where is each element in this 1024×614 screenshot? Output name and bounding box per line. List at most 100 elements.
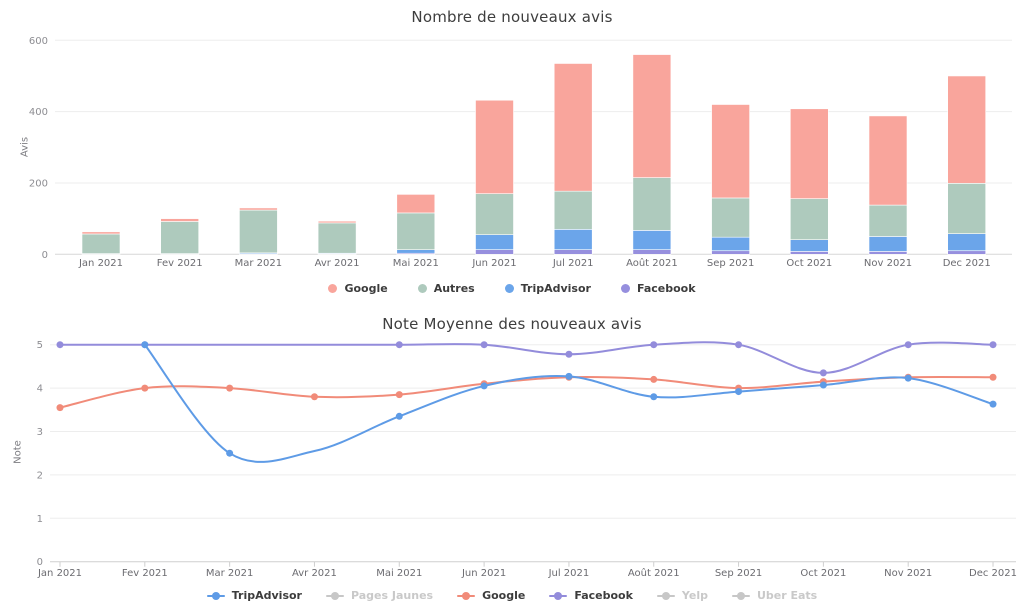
line-legend-item-pages-jaunes[interactable]: Pages Jaunes	[325, 589, 434, 602]
legend-label: Google	[482, 589, 526, 602]
data-point-tripadvisor	[735, 388, 743, 396]
legend-marker-pages-jaunes	[325, 591, 344, 600]
data-point-tripadvisor	[395, 412, 403, 420]
legend-label: Uber Eats	[756, 589, 818, 602]
data-point-tripadvisor	[904, 374, 912, 382]
bar-segment-facebook	[553, 249, 593, 255]
legend-label: Google	[344, 282, 388, 295]
line-y-tick-label: 0	[37, 557, 43, 568]
bar-segment-autres	[475, 193, 514, 235]
data-point-google	[310, 393, 318, 401]
legend-label: Yelp	[681, 589, 708, 602]
bar-x-axis-label: Fev 2021	[157, 258, 203, 269]
line-y-tick-label: 5	[37, 340, 43, 351]
legend-label: Facebook	[636, 282, 696, 295]
legend-marker-tripadvisor	[206, 591, 225, 600]
line-x-axis-label: Mar 2021	[206, 568, 254, 579]
bar-segment-google	[396, 194, 436, 214]
legend-label: Facebook	[574, 589, 633, 602]
bar-x-axis-label: Jun 2021	[471, 258, 516, 269]
bar-segment-google	[475, 99, 514, 194]
line-y-tick-label: 1	[37, 514, 43, 525]
legend-marker-google	[457, 591, 476, 600]
line-series-facebook	[59, 341, 995, 374]
line-x-axis-label: Dec 2021	[969, 568, 1017, 579]
legend-label: Pages Jaunes	[350, 589, 434, 602]
bar-x-axis-label: Avr 2021	[315, 258, 360, 269]
bar-segment-autres	[81, 233, 121, 254]
legend-marker-facebook	[549, 591, 568, 600]
line-y-tick-label: 2	[37, 470, 43, 481]
bar-legend-item-google[interactable]: Google	[328, 282, 388, 295]
line-legend-item-yelp[interactable]: Yelp	[656, 589, 708, 602]
line-y-tick-label: 4	[37, 384, 43, 395]
line-x-axis-label: Jan 2021	[37, 568, 82, 579]
data-point-facebook	[989, 341, 997, 349]
bar-segment-tripadvisor	[868, 236, 908, 252]
bar-segment-tripadvisor	[632, 230, 672, 250]
legend-label: TripAdvisor	[231, 589, 302, 602]
bar-segment-tripadvisor	[475, 234, 514, 250]
bar-segment-autres	[160, 221, 199, 254]
bar-y-tick-label: 200	[29, 178, 48, 189]
bar-segment-google	[711, 104, 750, 199]
bar-y-tick-label: 0	[42, 250, 48, 261]
legend-marker-uber-eats	[731, 591, 750, 600]
bar-x-axis-label: Oct 2021	[786, 258, 832, 269]
bar-segment-google	[239, 207, 278, 211]
bar-x-axis-label: Dec 2021	[943, 258, 991, 269]
data-point-facebook	[56, 341, 64, 349]
data-point-tripadvisor	[989, 400, 997, 408]
bar-segment-tripadvisor	[947, 233, 987, 252]
bar-segment-google	[868, 115, 908, 206]
bar-segment-tripadvisor	[711, 236, 750, 252]
legend-marker-tripadvisor	[504, 284, 514, 293]
bar-segment-facebook	[947, 250, 987, 255]
data-point-tripadvisor	[226, 449, 234, 457]
line-y-tick-label: 3	[37, 427, 43, 438]
bar-legend-item-tripadvisor[interactable]: TripAdvisor	[504, 282, 591, 295]
data-point-facebook	[480, 341, 488, 349]
legend-label: Autres	[433, 282, 475, 295]
line-series-google	[59, 375, 995, 409]
bar-chart-legend: Google Autres TripAdvisor Facebook	[0, 282, 1024, 295]
bar-x-axis-label: Sep 2021	[707, 258, 754, 269]
bar-segment-tripadvisor	[553, 229, 593, 250]
line-x-axis-label: Sep 2021	[715, 568, 762, 579]
line-legend-item-tripadvisor[interactable]: TripAdvisor	[206, 589, 302, 602]
data-point-facebook	[819, 369, 827, 377]
data-point-google	[650, 375, 658, 383]
line-legend-item-google[interactable]: Google	[457, 589, 525, 602]
bar-x-axis-label: Jan 2021	[78, 258, 123, 269]
bar-x-axis-label: Mai 2021	[393, 258, 439, 269]
line-legend-item-facebook[interactable]: Facebook	[549, 589, 633, 602]
bar-segment-autres	[711, 197, 750, 238]
bar-legend-item-autres[interactable]: Autres	[417, 282, 475, 295]
bar-segment-google	[947, 75, 987, 184]
line-x-axis-label: Jun 2021	[461, 568, 506, 579]
line-series-tripadvisor	[143, 343, 995, 463]
bar-segment-tripadvisor	[396, 249, 436, 254]
data-point-google	[56, 404, 64, 412]
bar-x-axis-label: Nov 2021	[864, 258, 912, 269]
bar-y-tick-label: 600	[29, 36, 48, 47]
bar-segment-google	[81, 231, 121, 235]
data-point-tripadvisor	[480, 382, 488, 390]
legend-label: TripAdvisor	[520, 282, 591, 295]
bar-x-axis-label: Mar 2021	[235, 258, 283, 269]
line-x-axis-label: Fev 2021	[122, 568, 168, 579]
bar-segment-facebook	[475, 249, 514, 255]
bar-segment-facebook	[711, 250, 750, 255]
bar-x-axis-label: Août 2021	[626, 257, 678, 269]
data-point-tripadvisor	[565, 372, 573, 380]
bar-segment-tripadvisor	[789, 239, 829, 252]
data-point-facebook	[650, 341, 658, 349]
bar-segment-autres	[317, 222, 357, 254]
bar-legend-item-facebook[interactable]: Facebook	[620, 282, 696, 295]
bar-y-tick-label: 400	[29, 107, 48, 118]
bar-chart-title: Nombre de nouveaux avis	[411, 8, 613, 26]
legend-marker-google	[328, 284, 338, 293]
data-point-facebook	[735, 341, 743, 349]
line-legend-item-uber-eats[interactable]: Uber Eats	[731, 589, 818, 602]
